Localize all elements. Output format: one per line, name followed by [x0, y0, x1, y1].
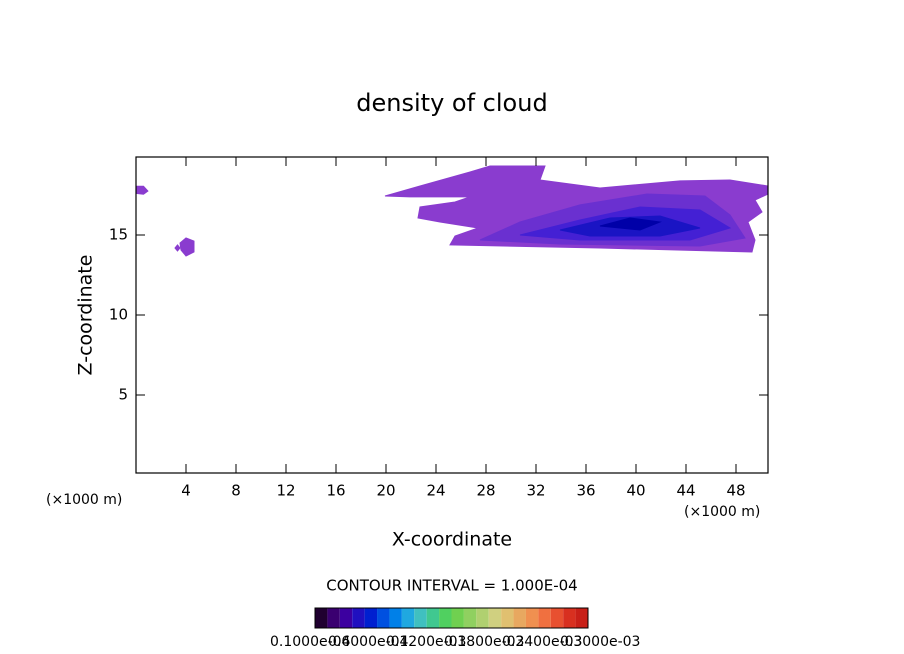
y-tick-label: 5	[118, 386, 128, 404]
x-tick-label: 16	[326, 482, 345, 500]
colorbar-swatch	[575, 608, 588, 628]
contour-region	[135, 185, 149, 195]
colorbar-swatch	[550, 608, 564, 628]
colorbar-swatch	[476, 608, 489, 628]
colorbar-swatch	[377, 608, 390, 628]
x-tick-label: 8	[231, 482, 241, 500]
x-tick-label: 36	[576, 482, 595, 500]
contour-region	[174, 244, 181, 252]
x-tick-label: 40	[626, 482, 645, 500]
x-tick-label: 28	[476, 482, 495, 500]
x-tick-label: 4	[181, 482, 191, 500]
colorbar-swatch	[414, 608, 427, 628]
colorbar-swatch	[451, 608, 464, 628]
colorbar-swatch	[426, 608, 440, 628]
x-tick-label: 20	[376, 482, 395, 500]
y-unit: (×1000 m)	[46, 492, 122, 508]
colorbar-swatch	[538, 608, 551, 628]
x-tick-label: 12	[276, 482, 295, 500]
colorbar-swatch	[327, 608, 340, 628]
contour-region	[179, 237, 195, 257]
x-tick-label: 32	[526, 482, 545, 500]
colorbar-label: 0.3000e-03	[560, 634, 640, 650]
x-axis-label: X-coordinate	[392, 529, 512, 551]
colorbar-swatch	[364, 608, 378, 628]
x-tick-label: 48	[726, 482, 745, 500]
colorbar-swatch	[339, 608, 353, 628]
y-tick-label: 10	[109, 306, 128, 324]
colorbar-label: 0.1000e-04	[270, 634, 351, 650]
colorbar-label: 0.1800e-03	[444, 634, 524, 650]
contour-region	[599, 217, 662, 231]
y-axis-label: Z-coordinate	[75, 255, 97, 376]
colorbar-swatch	[501, 608, 514, 628]
chart-title: density of cloud	[356, 89, 547, 117]
colorbar-swatch	[352, 608, 365, 628]
x-unit: (×1000 m)	[684, 504, 760, 520]
contour-interval: CONTOUR INTERVAL = 1.000E-04	[326, 577, 577, 595]
colorbar-swatch	[525, 608, 539, 628]
x-tick-label: 24	[426, 482, 445, 500]
colorbar-frame	[314, 607, 589, 629]
colorbar-swatch	[488, 608, 502, 628]
colorbar-label: 0.6000e-04	[328, 634, 409, 650]
colorbar-swatch	[401, 608, 415, 628]
colorbar-swatch	[439, 608, 452, 628]
colorbar-swatch	[563, 608, 576, 628]
x-tick-label: 44	[676, 482, 695, 500]
colorbar-label: 0.1200e-03	[386, 634, 466, 650]
colorbar-label: 0.2400e-03	[502, 634, 582, 650]
y-tick-label: 15	[109, 226, 128, 244]
colorbar-swatch	[315, 608, 328, 628]
colorbar-swatch	[463, 608, 477, 628]
colorbar-swatch	[513, 608, 526, 628]
colorbar-swatch	[389, 608, 402, 628]
